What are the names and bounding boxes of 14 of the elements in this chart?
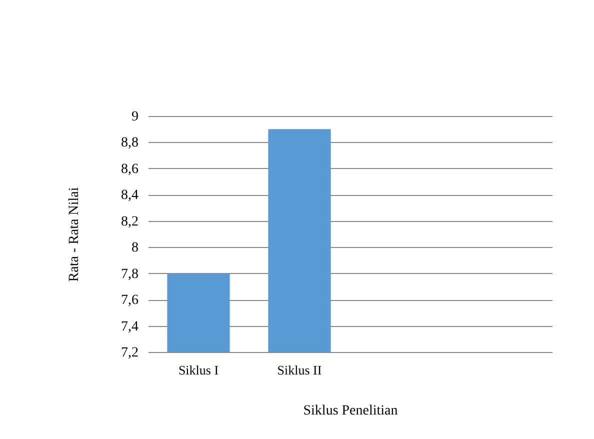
- y-tick-label: 8,6: [121, 162, 138, 177]
- y-tick-label: 7,8: [121, 266, 138, 282]
- y-axis-title: Rata - Rata Nilai: [67, 187, 82, 282]
- x-tick-label: Siklus II: [277, 362, 322, 378]
- y-tick-label: 8,8: [121, 136, 138, 151]
- y-tick-label: 8,4: [121, 188, 138, 204]
- x-tick-label: Siklus I: [178, 362, 219, 378]
- y-tick-label: 8: [132, 240, 138, 256]
- y-tick-label: 9: [132, 110, 138, 124]
- y-tick-label: 7,4: [121, 319, 138, 334]
- x-axis-title: Siklus Penelitian: [303, 404, 398, 418]
- y-tick-label: 7,6: [121, 293, 138, 308]
- y-tick-label: 7,2: [121, 346, 138, 360]
- y-tick-label: 8,2: [121, 214, 138, 230]
